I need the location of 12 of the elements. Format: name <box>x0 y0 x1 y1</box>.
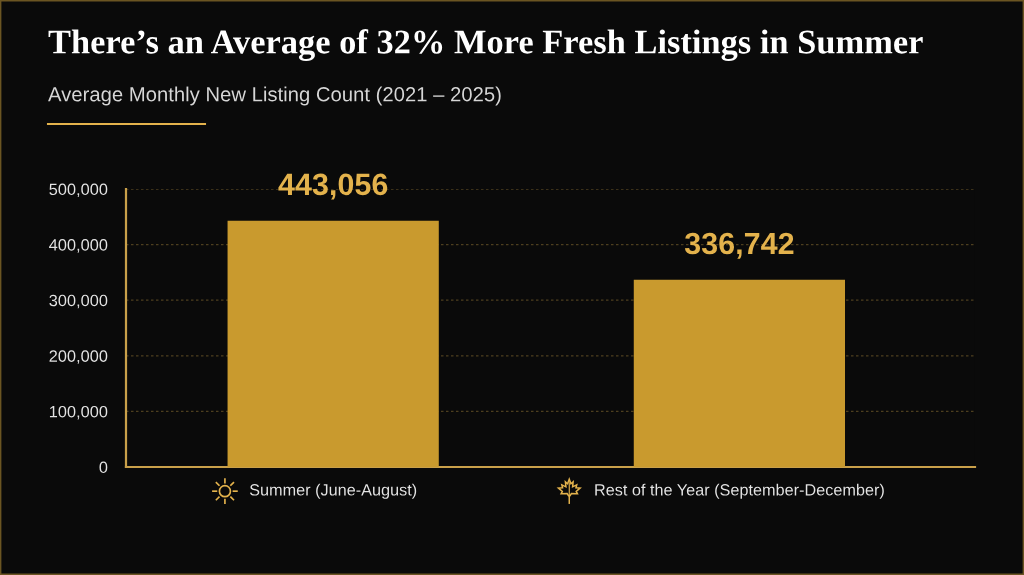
data-label: 336,742 <box>684 232 794 259</box>
y-tick-label: 500,000 <box>49 183 108 198</box>
y-tick-label: 300,000 <box>49 294 108 309</box>
y-tick-label: 400,000 <box>49 239 108 253</box>
x-tick-label: Rest of the Year (September-December) <box>595 483 884 499</box>
chart-subtitle: Average Monthly New Listing Count (2021 – 2025) <box>48 86 501 106</box>
y-tick-label: 0 <box>99 461 108 474</box>
y-tick-label: 200,000 <box>49 350 108 364</box>
y-tick-label: 100,000 <box>49 405 108 420</box>
x-tick-label: Summer (June-August) <box>249 483 417 499</box>
data-label: 443,056 <box>278 173 388 200</box>
chart-title: There’s an Average of 32% More Fresh Listings in Summer <box>48 29 923 61</box>
